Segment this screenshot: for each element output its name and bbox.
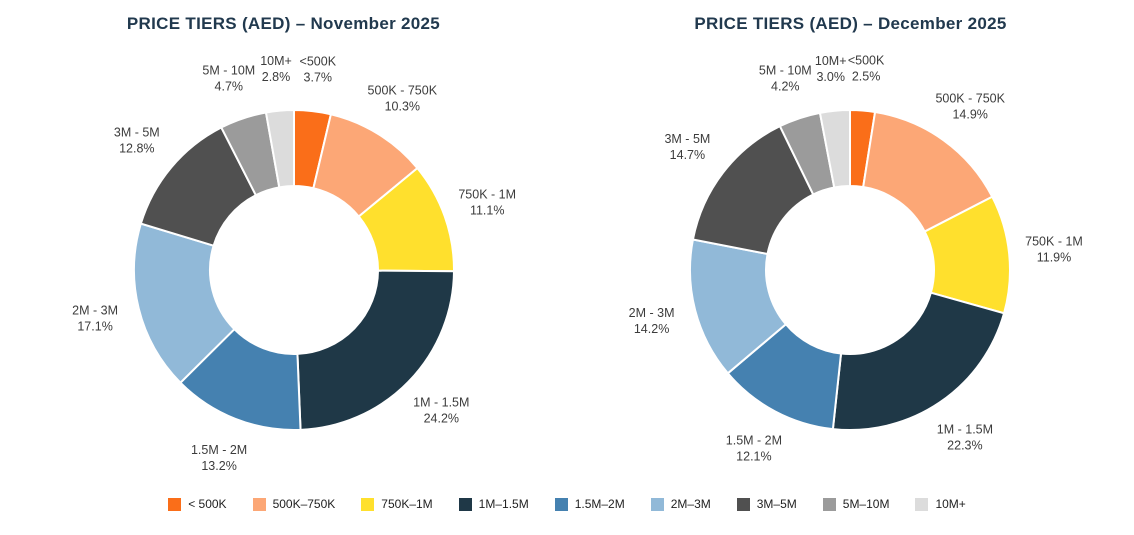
legend-label: 750K–1M — [381, 497, 433, 511]
donut-chart-december: PRICE TIERS (AED) – December 2025 <500K 2… — [567, 0, 1134, 480]
slice-label-name: 1M - 1.5M — [937, 422, 993, 436]
legend-label: 500K–750K — [272, 497, 336, 511]
slice-label-value: 12.1% — [736, 449, 771, 463]
legend-label: < 500K — [188, 497, 227, 511]
slice-label-value: 3.0% — [816, 70, 845, 84]
donut-slice — [831, 291, 1006, 431]
slice-label-value: 24.2% — [424, 412, 459, 426]
legend-swatch — [736, 497, 750, 511]
slice-label-value: 14.7% — [670, 148, 705, 162]
legend-swatch — [361, 497, 375, 511]
slice-label-name: <500K — [300, 54, 337, 68]
slice-label-name: 5M - 10M — [202, 64, 255, 78]
legend-label: 1M–1.5M — [478, 497, 529, 511]
slice-label-name: 1.5M - 2M — [726, 433, 782, 447]
slice-label-value: 2.8% — [262, 70, 291, 84]
legend-swatch — [915, 497, 929, 511]
legend-swatch — [168, 497, 182, 511]
donut-slice — [264, 108, 295, 189]
donut-slice — [818, 108, 851, 189]
slice-label-value: 22.3% — [947, 438, 982, 452]
legend-label: 3M–5M — [756, 497, 797, 511]
legend-label: 1.5M–2M — [574, 497, 625, 511]
donut-svg-november: <500K 3.7% 500K - 750K 10.3% 750K - 1M 11.1% 1… — [72, 54, 516, 473]
legend: < 500K 500K–750K 750K–1M 1M–1.5M 1.5M–2M 2M–3… — [0, 497, 1134, 511]
slice-label-value: 4.2% — [771, 79, 800, 93]
slice-label-name: 500K - 750K — [368, 84, 438, 98]
legend-item: 1.5M–2M — [554, 497, 625, 511]
slice-label-name: <500K — [848, 54, 885, 68]
slice-label-value: 14.9% — [952, 107, 987, 121]
donut-svg-december: <500K 2.5% 500K - 750K 14.9% 750K - 1M 11.9% 1… — [629, 54, 1083, 464]
slice-label-name: 10M+ — [260, 54, 292, 68]
legend-swatch — [822, 497, 836, 511]
donut-slice — [133, 222, 236, 385]
slice-label-value: 3.7% — [304, 70, 333, 84]
legend-item: 500K–750K — [252, 497, 336, 511]
slice-label-value: 10.3% — [385, 100, 420, 114]
slice-label-name: 3M - 5M — [664, 132, 710, 146]
slice-label-name: 3M - 5M — [114, 125, 160, 139]
legend-swatch — [252, 497, 266, 511]
legend-label: 10M+ — [935, 497, 966, 511]
slice-label-value: 2.5% — [852, 70, 881, 84]
slice-label-value: 11.1% — [470, 203, 505, 217]
slice-label-name: 1M - 1.5M — [413, 396, 469, 410]
slice-label-name: 5M - 10M — [759, 63, 812, 77]
slice-label-name: 2M - 3M — [629, 306, 675, 320]
chart-title-november: PRICE TIERS (AED) – November 2025 — [126, 14, 441, 33]
slice-label-value: 17.1% — [77, 320, 112, 334]
legend-item: 1M–1.5M — [458, 497, 529, 511]
slice-label-value: 11.9% — [1037, 251, 1072, 265]
slice-label-name: 750K - 1M — [458, 187, 516, 201]
chart-title-december: PRICE TIERS (AED) – December 2025 — [694, 14, 1007, 33]
legend-swatch — [458, 497, 472, 511]
legend-item: 3M–5M — [736, 497, 797, 511]
donut-chart-november: PRICE TIERS (AED) – November 2025 <500K 3… — [0, 0, 567, 480]
legend-swatch — [554, 497, 568, 511]
slice-label-name: 1.5M - 2M — [191, 443, 247, 457]
slice-label-value: 13.2% — [201, 459, 236, 473]
slice-label-name: 2M - 3M — [72, 304, 118, 318]
legend-label: 5M–10M — [842, 497, 890, 511]
slice-label-value: 4.7% — [215, 80, 244, 94]
slice-label-value: 14.2% — [634, 322, 669, 336]
legend-item: 2M–3M — [650, 497, 711, 511]
slice-label-name: 750K - 1M — [1025, 235, 1083, 249]
slice-label-name: 10M+ — [815, 54, 847, 68]
legend-item: 10M+ — [915, 497, 966, 511]
slice-label-value: 12.8% — [119, 141, 154, 155]
slice-label-name: 500K - 750K — [935, 91, 1005, 105]
legend-item: 5M–10M — [822, 497, 890, 511]
legend-item: < 500K — [168, 497, 227, 511]
legend-swatch — [650, 497, 664, 511]
donut-slice — [296, 269, 456, 431]
legend-label: 2M–3M — [670, 497, 711, 511]
legend-item: 750K–1M — [361, 497, 433, 511]
